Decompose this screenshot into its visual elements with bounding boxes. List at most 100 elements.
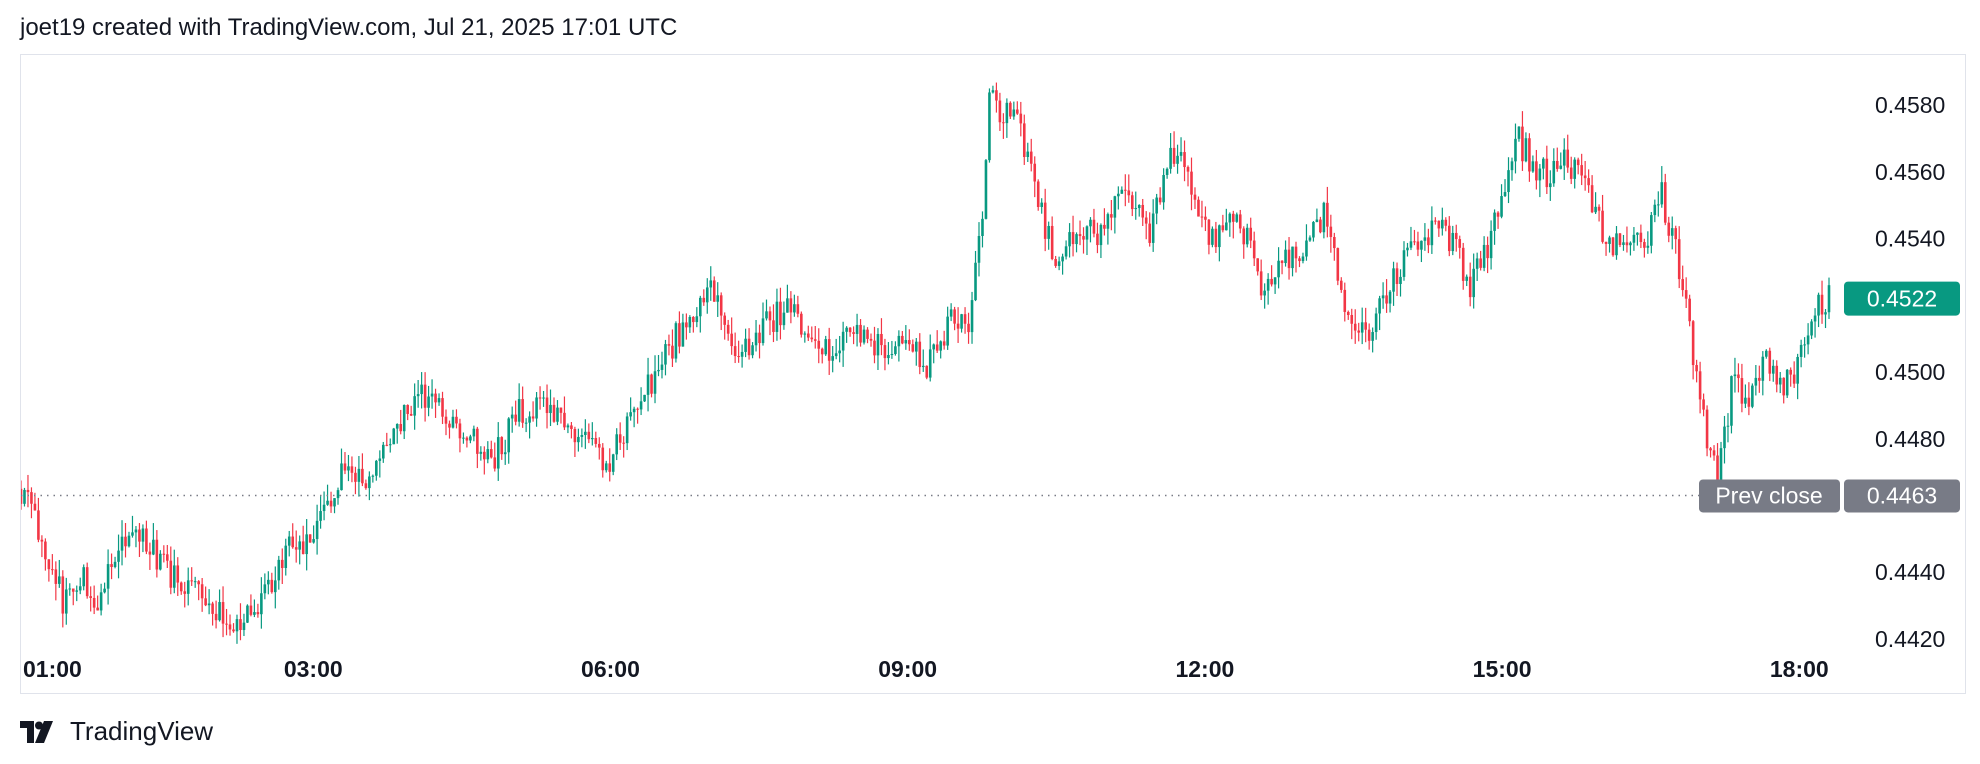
x-axis-tick-label: 01:00 <box>23 656 82 682</box>
y-axis-tick-label: 0.4480 <box>1875 426 1945 452</box>
candle-body <box>942 341 946 346</box>
candle-body <box>510 414 514 419</box>
candle-body <box>409 413 413 416</box>
candle-body <box>284 545 288 569</box>
candle-body <box>521 399 524 423</box>
candle-body <box>803 333 807 335</box>
candle-body <box>601 447 605 471</box>
candle-body <box>1409 241 1413 248</box>
candle-body <box>890 354 894 356</box>
candle-body <box>68 588 72 590</box>
candle-body <box>256 612 260 615</box>
tradingview-logo[interactable]: TradingView <box>20 716 213 747</box>
candle-body <box>1465 276 1469 281</box>
candle-body <box>89 596 92 598</box>
candle-body <box>591 438 594 440</box>
candle-body <box>51 569 54 571</box>
candle-body <box>1434 220 1437 222</box>
candle-body <box>866 329 869 339</box>
candle-body <box>1764 350 1768 357</box>
candle-body <box>483 451 486 460</box>
candle-body <box>845 327 848 332</box>
candle-body <box>584 431 587 435</box>
candle-body <box>1333 237 1336 249</box>
price-chart[interactable]: 0.4580 0.4560 0.4540 0.4500 0.4480 0.4440 0.44… <box>21 55 1965 693</box>
candle-body <box>1479 258 1482 268</box>
candle-body <box>1827 285 1831 313</box>
candle-body <box>1583 175 1587 179</box>
candle-body <box>1482 244 1486 268</box>
candle-body <box>963 314 967 324</box>
candle-body <box>789 298 793 313</box>
candle-body <box>1475 258 1479 269</box>
candle-body <box>1625 242 1629 246</box>
candle-body <box>1608 237 1611 244</box>
candle-body <box>824 339 828 355</box>
last-price-value: 0.4522 <box>1867 286 1937 312</box>
candle-body <box>1385 295 1388 304</box>
candle-body <box>1510 161 1514 171</box>
candle-body <box>1395 268 1399 284</box>
candle-body <box>172 565 176 588</box>
candle-body <box>267 579 270 585</box>
candle-body <box>44 541 47 560</box>
candle-body <box>1517 126 1521 139</box>
candle-body <box>214 613 218 621</box>
candle-body <box>1127 190 1131 196</box>
y-axis-tick-label: 0.4580 <box>1875 92 1945 118</box>
candle-body <box>1298 258 1301 262</box>
candle-body <box>1026 151 1030 157</box>
candle-body <box>371 475 375 477</box>
candle-body <box>1514 138 1517 162</box>
candle-body <box>1301 256 1305 262</box>
candle-body <box>315 520 319 540</box>
candle-body <box>1043 202 1047 239</box>
candle-body <box>1472 268 1475 298</box>
candle-body <box>1033 163 1037 182</box>
candle-body <box>340 463 343 491</box>
candle-body <box>949 309 953 317</box>
candle-body <box>1535 161 1538 181</box>
candle-body <box>1336 248 1340 281</box>
candle-body <box>855 324 859 334</box>
candle-body <box>556 407 559 422</box>
candle-body <box>357 468 361 482</box>
candle-body <box>1329 226 1333 238</box>
candle-body <box>1019 113 1023 124</box>
candle-body <box>1573 159 1576 179</box>
candle-body <box>1249 227 1253 241</box>
candle-body <box>228 624 232 630</box>
candle-body <box>40 539 44 542</box>
candle-body <box>1824 312 1827 315</box>
candle-body <box>312 539 315 543</box>
candle-body <box>1186 167 1190 172</box>
candle-body <box>615 434 618 455</box>
candle-body <box>1339 280 1343 290</box>
candle-body <box>960 314 963 329</box>
candle-body <box>336 490 340 499</box>
candle-body <box>58 576 61 584</box>
candle-body <box>977 235 981 263</box>
candle-body <box>1555 160 1559 169</box>
candle-body <box>956 323 960 329</box>
candle-body <box>1155 197 1158 214</box>
candle-body <box>535 397 538 419</box>
candle-body <box>1357 330 1361 333</box>
candle-body <box>1639 232 1643 243</box>
candle-body <box>639 401 643 410</box>
candle-body <box>758 332 761 344</box>
candle-body <box>594 438 598 444</box>
candle-body <box>305 534 308 555</box>
candle-body <box>113 561 117 567</box>
candle-body <box>493 457 497 469</box>
candle-body <box>852 332 855 334</box>
candle-body <box>1064 246 1068 257</box>
candle-body <box>733 346 737 357</box>
candle-body <box>465 437 469 441</box>
candle-body <box>260 593 263 615</box>
candle-body <box>1280 260 1284 264</box>
candle-body <box>1130 195 1134 210</box>
candle-body <box>350 466 354 473</box>
candle-body <box>709 280 713 288</box>
chart-frame[interactable]: 0.4580 0.4560 0.4540 0.4500 0.4480 0.4440 0.44… <box>20 54 1966 694</box>
